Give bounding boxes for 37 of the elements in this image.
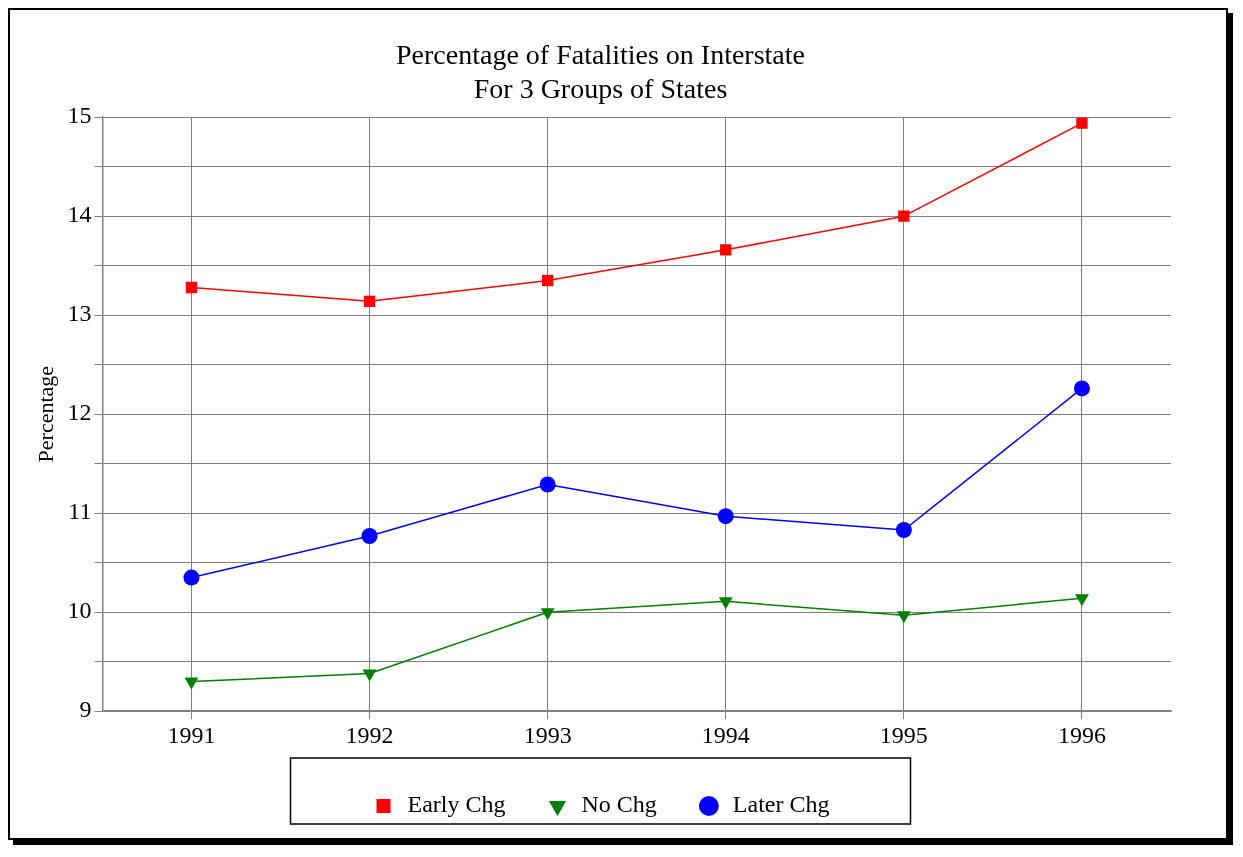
y-tick-label: 13 [67, 300, 92, 327]
point [1073, 380, 1090, 397]
point [361, 527, 378, 544]
legend-label: No Chg [581, 791, 657, 818]
legend-label: Early Chg [407, 791, 506, 818]
x-tick-label: 1992 [345, 721, 394, 748]
point [896, 611, 911, 624]
y-tick-label: 11 [68, 498, 92, 525]
y-tick-label: 15 [67, 102, 92, 129]
point [184, 677, 199, 690]
point [183, 569, 200, 586]
x-tick-label: 1995 [879, 721, 928, 748]
point [898, 210, 910, 222]
y-tick-label: 14 [67, 201, 92, 228]
point [363, 295, 376, 307]
point [718, 597, 733, 610]
point [541, 274, 554, 287]
text: For 3 Groups of States [473, 72, 728, 104]
point [539, 476, 556, 493]
x-tick-label: 1994 [701, 721, 750, 748]
point [540, 608, 555, 621]
y-tick-label: 9 [79, 696, 92, 723]
point [1076, 117, 1088, 129]
y-tick-label: 12 [67, 399, 92, 426]
point [362, 669, 377, 682]
point [895, 522, 912, 539]
y-axis-title: Percentage [32, 365, 58, 463]
legend-label: Later Chg [732, 791, 830, 818]
x-tick-label: 1991 [167, 721, 216, 748]
point [720, 244, 732, 256]
point [185, 281, 198, 294]
text: Percentage of Fatalities on Interstate [396, 39, 805, 71]
x-tick-label: 1996 [1057, 721, 1106, 748]
point [1075, 594, 1089, 607]
x-tick-label: 1993 [523, 721, 572, 748]
y-tick-label: 10 [67, 597, 92, 624]
point [717, 508, 734, 525]
